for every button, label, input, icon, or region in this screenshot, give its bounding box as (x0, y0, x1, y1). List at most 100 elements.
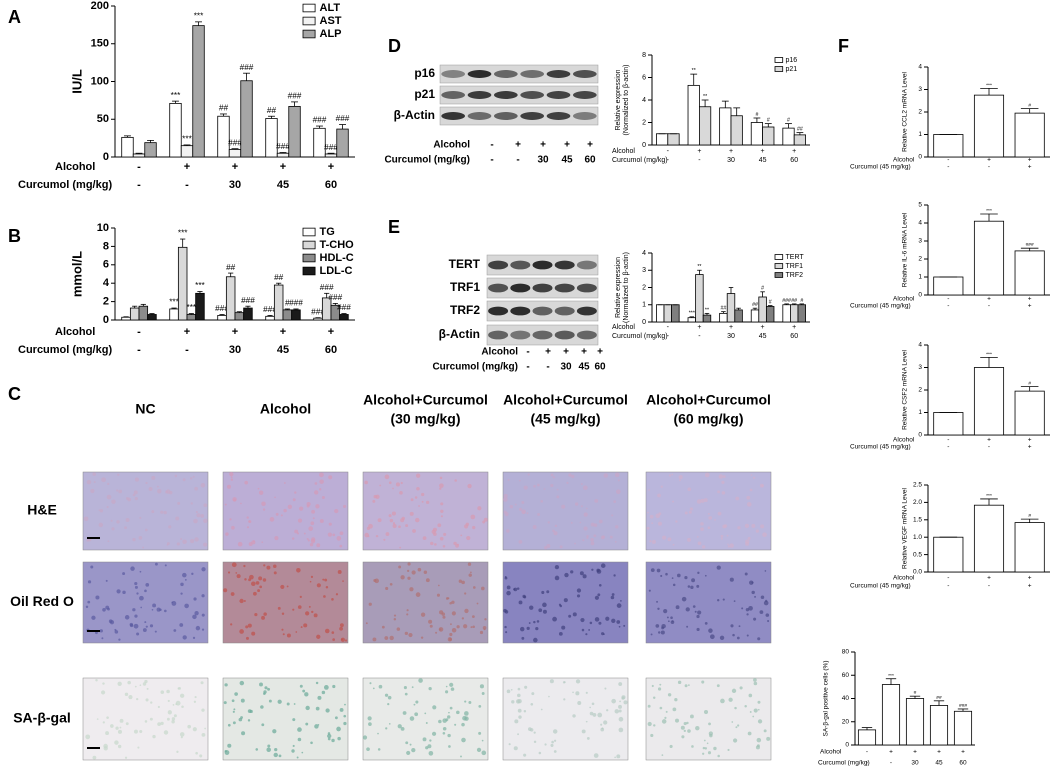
condition-value: + (913, 749, 917, 756)
micrograph-texture (463, 624, 468, 629)
micrograph-texture (275, 512, 279, 516)
micrograph-texture (313, 613, 318, 618)
micrograph-texture (749, 488, 753, 492)
significance-mark: *** (186, 303, 196, 312)
micrograph-texture (669, 744, 673, 749)
significance-mark: *** (182, 135, 192, 144)
micrograph-texture (551, 740, 554, 744)
micrograph-texture (389, 582, 393, 586)
micrograph-texture (117, 729, 123, 734)
micrograph-texture (692, 605, 696, 608)
micrograph-texture (759, 610, 764, 615)
micrograph-texture (568, 614, 572, 618)
micrograph-texture (543, 488, 546, 490)
micrograph-texture (309, 542, 314, 547)
micrograph-texture (518, 507, 523, 512)
micrograph-texture (451, 600, 455, 604)
legend-label: TRF1 (786, 263, 804, 270)
significance-mark: ## (219, 104, 229, 113)
micrograph-texture (537, 513, 541, 516)
micrograph-texture (388, 723, 391, 725)
micrograph-texture (647, 721, 652, 727)
micrograph-texture (697, 571, 700, 574)
micrograph-texture (738, 625, 741, 628)
legend-label: AST (320, 15, 342, 27)
micrograph-texture (737, 526, 741, 530)
micrograph-texture (696, 627, 700, 632)
panel-letter: C (8, 384, 21, 404)
micrograph-texture (230, 478, 234, 481)
micrograph-texture (744, 523, 750, 529)
micrograph-texture (648, 589, 651, 592)
condition-value: - (667, 333, 670, 340)
significance-mark: ### (336, 114, 350, 123)
micrograph-texture (263, 612, 267, 616)
micrograph-texture (514, 503, 517, 506)
micrograph-texture (163, 730, 169, 735)
micrograph-texture (201, 732, 206, 737)
significance-mark: # (761, 286, 764, 292)
micrograph (362, 561, 489, 644)
micrograph-texture (683, 729, 686, 733)
micrograph-texture (91, 615, 96, 620)
micrograph-texture (187, 724, 191, 729)
micrograph-texture (667, 537, 672, 542)
y-tick-label: 0 (103, 151, 109, 163)
micrograph-texture (456, 625, 460, 629)
micrograph-texture (737, 724, 740, 727)
micrograph-texture (280, 514, 283, 517)
micrograph-texture (229, 471, 234, 477)
micrograph-texture (590, 522, 595, 527)
micrograph-texture (96, 718, 99, 720)
micrograph-texture (111, 499, 116, 504)
bar (881, 684, 901, 746)
micrograph-texture (457, 543, 459, 546)
micrograph-texture (400, 518, 405, 523)
micrograph-texture (255, 581, 260, 585)
micrograph-texture (127, 680, 131, 685)
micrograph-texture (614, 472, 620, 478)
micrograph-texture (448, 745, 451, 748)
blot-band (441, 91, 466, 99)
micrograph-texture (273, 752, 278, 758)
significance-mark: ### (1026, 242, 1034, 248)
micrograph-texture (314, 490, 319, 495)
micrograph-texture (263, 564, 266, 567)
micrograph-texture (269, 517, 275, 522)
micrograph-texture (451, 611, 456, 616)
micrograph-texture (152, 603, 157, 608)
micrograph-texture (184, 578, 187, 581)
micrograph-texture (548, 695, 550, 698)
micrograph-texture (144, 720, 148, 723)
micrograph-texture (281, 628, 284, 631)
panel-letter: B (8, 226, 21, 246)
micrograph-texture (253, 540, 255, 542)
condition-value: + (697, 148, 701, 155)
blot-band (554, 306, 575, 316)
micrograph-texture (600, 563, 606, 568)
micrograph-texture (237, 541, 243, 547)
y-tick-label: 200 (91, 0, 109, 12)
significance-mark: *** (689, 311, 695, 317)
micrograph-texture (439, 476, 443, 480)
micrograph-texture (720, 537, 723, 540)
micrograph-texture (377, 748, 381, 751)
micrograph-texture (263, 692, 266, 695)
micrograph-texture (388, 514, 392, 518)
micrograph-texture (184, 603, 189, 609)
micrograph-texture (193, 518, 198, 524)
micrograph-texture (701, 545, 706, 549)
micrograph-texture (572, 612, 577, 617)
micrograph-texture (728, 697, 733, 702)
micrograph-texture (406, 609, 409, 612)
micrograph-texture (203, 542, 208, 547)
micrograph-texture (589, 621, 593, 625)
micrograph-texture (407, 562, 411, 566)
micrograph-texture (365, 622, 368, 625)
micrograph-texture (116, 520, 120, 524)
micrograph-texture (404, 631, 409, 636)
condition-value: 45 (277, 179, 289, 191)
condition-value: 60 (325, 179, 337, 191)
micrograph-texture (729, 577, 734, 582)
micrograph-texture (182, 635, 187, 640)
